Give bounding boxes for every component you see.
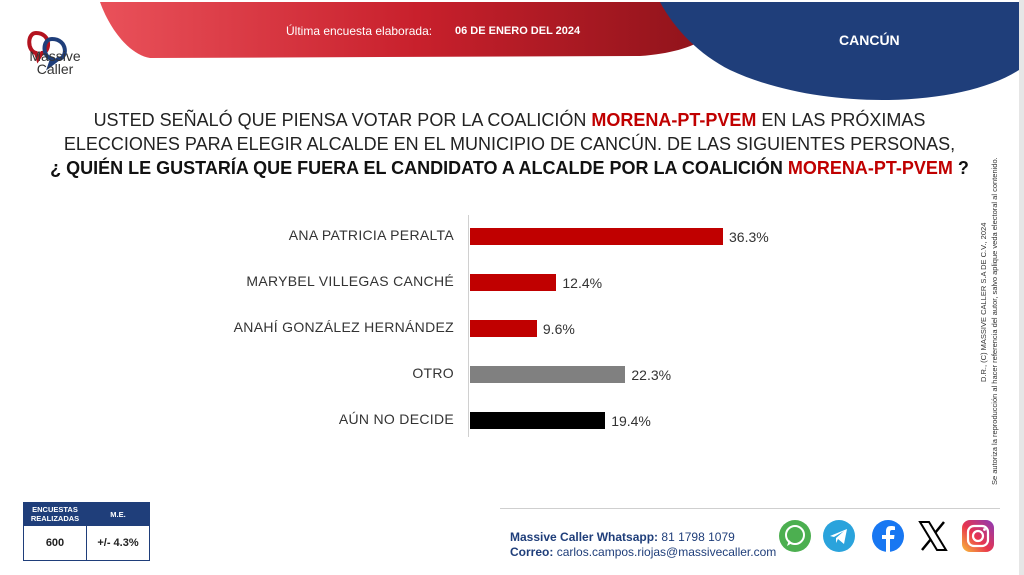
category-label: ANAHÍ GONZÁLEZ HERNÁNDEZ xyxy=(233,319,454,335)
encuestas-header: ENCUESTAS REALIZADAS xyxy=(23,502,87,526)
bar xyxy=(470,320,537,337)
bar xyxy=(470,274,557,291)
survey-date: 06 DE ENERO DEL 2024 xyxy=(455,25,581,37)
question-line1: USTED SEÑALÓ QUE PIENSA VOTAR POR LA COA… xyxy=(0,108,1019,132)
question-line1-end: EN LAS PRÓXIMAS xyxy=(756,110,926,130)
bar xyxy=(470,366,626,383)
category-label: OTRO xyxy=(412,365,454,381)
footer-divider xyxy=(500,508,1000,509)
value-label: 12.4% xyxy=(562,275,603,291)
bar xyxy=(470,228,723,245)
facebook-icon[interactable] xyxy=(871,519,905,553)
brand-line1: Massive xyxy=(29,48,81,64)
survey-label: Última encuesta elaborada: xyxy=(286,24,433,38)
whatsapp-icon[interactable] xyxy=(778,519,812,553)
telegram-icon[interactable] xyxy=(822,519,856,553)
right-edge xyxy=(1019,0,1024,575)
instagram-icon[interactable] xyxy=(961,519,995,553)
x-icon[interactable] xyxy=(916,519,950,553)
contact-info: Massive Caller Whatsapp: 81 1798 1079 Co… xyxy=(510,530,776,560)
question-line3-text: ¿ QUIÉN LE GUSTARÍA QUE FUERA EL CANDIDA… xyxy=(50,158,788,178)
brand-line2: Caller xyxy=(36,61,74,77)
bar xyxy=(470,412,606,429)
email-contact: Correo: carlos.campos.riojas@massivecall… xyxy=(510,545,776,560)
value-label: 22.3% xyxy=(631,367,672,383)
question-line1-text: USTED SEÑALÓ QUE PIENSA VOTAR POR LA COA… xyxy=(93,110,592,130)
category-label: AÚN NO DECIDE xyxy=(338,411,454,427)
city-label: CANCÚN xyxy=(839,32,900,48)
whatsapp-contact: Massive Caller Whatsapp: 81 1798 1079 xyxy=(510,530,776,545)
stats-table: ENCUESTAS REALIZADAS M.E. 600 +/- 4.3% xyxy=(23,502,150,561)
massive-caller-logo xyxy=(27,30,67,71)
brand-name: Massive Caller xyxy=(20,48,90,77)
category-label: ANA PATRICIA PERALTA xyxy=(288,227,454,243)
value-label: 9.6% xyxy=(542,321,575,337)
survey-question: USTED SEÑALÓ QUE PIENSA VOTAR POR LA COA… xyxy=(0,108,1019,180)
me-header: M.E. xyxy=(86,502,150,526)
header-banner xyxy=(100,2,1019,101)
question-line2: ELECCIONES PARA ELEGIR ALCALDE EN EL MUN… xyxy=(63,134,956,154)
whatsapp-label: Massive Caller Whatsapp: xyxy=(510,530,659,544)
coalition-name: MORENA-PT-PVEM xyxy=(591,110,757,130)
value-label: 36.3% xyxy=(729,229,769,245)
email-address[interactable]: carlos.campos.riojas@massivecaller.com xyxy=(556,545,777,559)
encuestas-value: 600 xyxy=(23,525,87,561)
copyright-line1: D.R., (C) MASSIVE CALLER S.A DE C.V., 20… xyxy=(979,223,988,382)
chart-axis xyxy=(468,215,469,437)
copyright-line2: Se autoriza la reproducción al hacer ref… xyxy=(990,157,999,485)
coalition-name-2: MORENA-PT-PVEM xyxy=(787,158,953,178)
me-value: +/- 4.3% xyxy=(86,525,150,561)
copyright-note: D.R., (C) MASSIVE CALLER S.A DE C.V., 20… xyxy=(979,157,999,485)
whatsapp-number: 81 1798 1079 xyxy=(661,530,735,544)
question-line3: ¿ QUIÉN LE GUSTARÍA QUE FUERA EL CANDIDA… xyxy=(0,156,1019,180)
question-line3-end: ? xyxy=(952,158,969,178)
email-label: Correo: xyxy=(510,545,554,559)
value-label: 19.4% xyxy=(611,413,651,429)
category-label: MARYBEL VILLEGAS CANCHÉ xyxy=(246,273,454,289)
